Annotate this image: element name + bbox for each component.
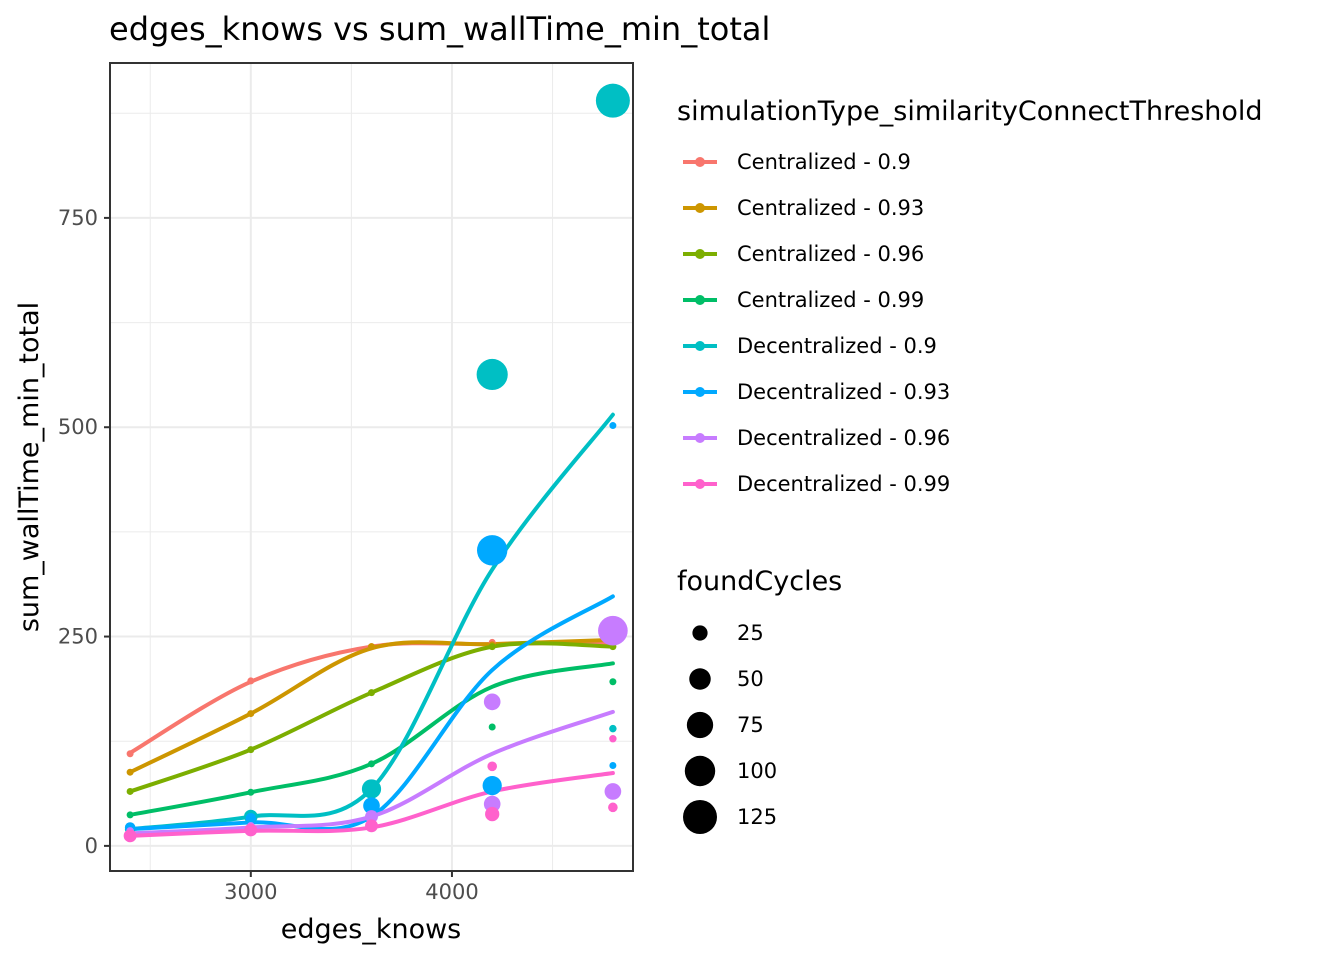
legend-item: Decentralized - 0.9 bbox=[683, 334, 937, 358]
plot-background bbox=[110, 63, 633, 871]
data-point bbox=[609, 734, 617, 743]
data-point bbox=[485, 806, 500, 822]
data-point bbox=[368, 760, 375, 768]
legend-label: Centralized - 0.99 bbox=[737, 288, 924, 312]
size-legend-item: 125 bbox=[683, 800, 777, 834]
data-points bbox=[123, 83, 630, 843]
legend-item: Centralized - 0.96 bbox=[683, 242, 924, 266]
size-legend-key bbox=[684, 755, 716, 787]
chart-title: edges_knows vs sum_wallTime_min_total bbox=[109, 10, 770, 48]
size-legend: 25 50 75 100 125 bbox=[683, 621, 777, 834]
data-point bbox=[604, 783, 622, 800]
size-legend-label: 75 bbox=[737, 713, 764, 737]
color-legend-title: simulationType_similarityConnectThreshol… bbox=[677, 96, 1263, 127]
plot-grid bbox=[110, 63, 633, 871]
data-point bbox=[609, 724, 617, 733]
data-point bbox=[365, 819, 378, 833]
size-legend-label: 100 bbox=[737, 759, 777, 783]
data-point bbox=[361, 779, 382, 799]
size-legend-key bbox=[692, 625, 708, 641]
data-point bbox=[247, 710, 255, 718]
size-legend-key bbox=[689, 668, 711, 690]
data-point bbox=[247, 746, 255, 754]
legend-label: Decentralized - 0.93 bbox=[737, 380, 950, 404]
data-point bbox=[126, 768, 134, 776]
data-point bbox=[247, 788, 255, 796]
data-point bbox=[476, 358, 508, 391]
data-point bbox=[608, 802, 618, 813]
legend-point-key bbox=[695, 479, 705, 489]
size-legend-item: 100 bbox=[684, 755, 777, 787]
data-point bbox=[365, 810, 378, 824]
legend-label: Decentralized - 0.99 bbox=[737, 472, 950, 496]
data-point bbox=[363, 797, 380, 815]
plot-border bbox=[109, 62, 634, 872]
data-point bbox=[247, 677, 255, 685]
legend-item: Decentralized - 0.93 bbox=[683, 380, 950, 404]
y-tick-label: 750 bbox=[58, 206, 98, 230]
size-legend-item: 50 bbox=[689, 667, 764, 691]
data-point bbox=[595, 83, 630, 118]
color-legend: Centralized - 0.9 Centralized - 0.93 Centr… bbox=[683, 150, 950, 496]
data-point bbox=[244, 823, 258, 837]
y-tick-label: 500 bbox=[58, 415, 98, 439]
legend-point-key bbox=[695, 249, 705, 259]
x-axis-title: edges_knows bbox=[281, 914, 461, 945]
legend-item: Centralized - 0.9 bbox=[683, 150, 911, 174]
data-point bbox=[483, 693, 501, 711]
legend-point-key bbox=[695, 433, 705, 443]
size-legend-label: 25 bbox=[737, 621, 764, 645]
legend-point-key bbox=[695, 387, 705, 397]
legend-label: Centralized - 0.9 bbox=[737, 150, 911, 174]
y-axis-ticks: 0 250 500 750 bbox=[58, 206, 110, 858]
size-legend-item: 25 bbox=[692, 621, 764, 645]
legend-label: Centralized - 0.93 bbox=[737, 196, 924, 220]
legend-label: Decentralized - 0.96 bbox=[737, 426, 950, 450]
legend-point-key bbox=[695, 157, 705, 167]
data-point bbox=[609, 761, 617, 769]
smooth-line bbox=[128, 412, 615, 832]
data-point bbox=[609, 422, 617, 430]
y-axis-title: sum_wallTime_min_total bbox=[14, 302, 45, 632]
data-point bbox=[482, 775, 502, 796]
legend-label: Decentralized - 0.9 bbox=[737, 334, 937, 358]
data-point bbox=[483, 795, 501, 813]
data-point bbox=[609, 678, 617, 686]
legend-item: Decentralized - 0.96 bbox=[683, 426, 950, 450]
data-point bbox=[488, 643, 496, 651]
data-point bbox=[126, 787, 134, 795]
size-legend-label: 125 bbox=[737, 805, 777, 829]
legend-point-key bbox=[695, 295, 705, 305]
legend-item: Centralized - 0.93 bbox=[683, 196, 924, 220]
size-legend-key bbox=[683, 800, 717, 834]
y-tick-label: 250 bbox=[58, 625, 98, 649]
data-point bbox=[487, 761, 498, 772]
data-point bbox=[126, 811, 134, 819]
data-point bbox=[488, 723, 496, 731]
legend-label: Centralized - 0.96 bbox=[737, 242, 924, 266]
x-axis-ticks: 3000 4000 bbox=[224, 871, 479, 904]
size-legend-item: 75 bbox=[686, 711, 764, 739]
data-point bbox=[598, 615, 628, 646]
data-point bbox=[476, 535, 508, 566]
x-tick-label: 3000 bbox=[224, 880, 277, 904]
y-tick-label: 0 bbox=[85, 834, 98, 858]
legend-point-key bbox=[695, 203, 705, 213]
size-legend-label: 50 bbox=[737, 667, 764, 691]
size-legend-title: foundCycles bbox=[677, 566, 842, 597]
legend-item: Centralized - 0.99 bbox=[683, 288, 924, 312]
data-point bbox=[368, 643, 375, 651]
legend-point-key bbox=[695, 341, 705, 351]
data-point bbox=[123, 829, 137, 843]
x-tick-label: 4000 bbox=[425, 880, 478, 904]
data-point bbox=[126, 750, 134, 758]
data-point bbox=[245, 812, 257, 824]
size-legend-key bbox=[686, 711, 714, 739]
data-point bbox=[368, 689, 375, 697]
legend-item: Decentralized - 0.99 bbox=[683, 472, 950, 496]
